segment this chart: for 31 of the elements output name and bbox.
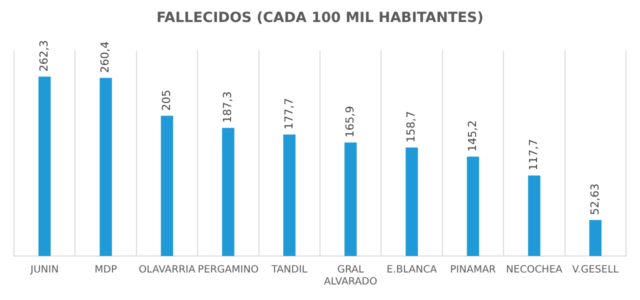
bar — [466, 156, 480, 256]
bar — [528, 175, 540, 256]
data-label: 262,3 — [37, 40, 50, 72]
data-label: 187,3 — [221, 91, 234, 123]
data-label: 177,7 — [282, 98, 296, 130]
x-tick-label: GRAL ALVARADO — [324, 264, 378, 288]
x-tick-label: PINAMAR — [450, 264, 496, 276]
data-label: 145,2 — [466, 120, 479, 152]
bar — [160, 116, 174, 256]
x-tick-label: JUNIN — [30, 264, 59, 276]
x-tick-label: MDP — [94, 264, 117, 276]
x-tick-label: V.GESELL — [572, 264, 620, 276]
bar — [222, 128, 234, 256]
data-label: 260,4 — [98, 41, 112, 73]
data-label: 158,7 — [404, 110, 418, 142]
x-tick-label: OLAVARRIA — [138, 264, 196, 276]
data-label: 165,9 — [343, 106, 356, 138]
data-label: 52,63 — [588, 184, 602, 215]
x-tick-label: E.BLANCA — [386, 264, 438, 276]
x-tick-label: PERGAMINO — [198, 264, 259, 276]
bar — [589, 220, 602, 256]
bar — [283, 134, 296, 256]
bar — [344, 142, 357, 256]
chart-title: FALLECIDOS (CADA 100 MIL HABITANTES) — [156, 10, 484, 26]
x-tick-label: TANDIL — [270, 264, 308, 276]
x-tick-label: NECOCHEA — [506, 264, 563, 276]
data-label: 205 — [160, 90, 173, 111]
bar — [100, 78, 112, 256]
bar — [38, 76, 51, 256]
data-label: 117,7 — [527, 138, 540, 170]
bar — [406, 147, 418, 256]
